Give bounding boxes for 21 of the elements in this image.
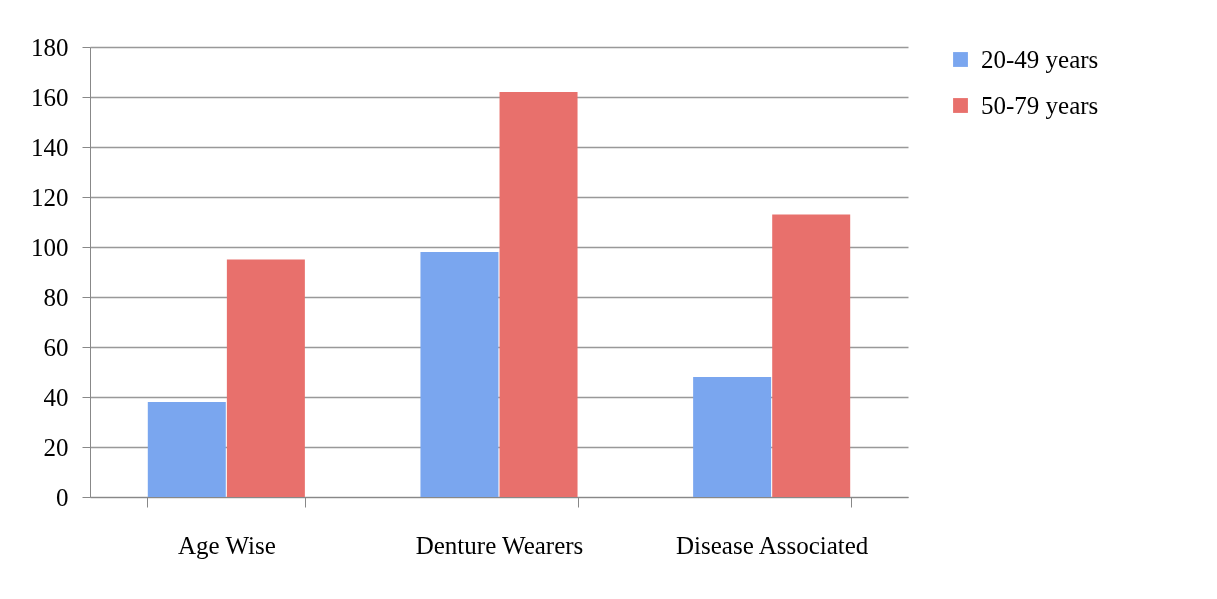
bar: [499, 92, 578, 497]
y-tick-label: 160: [31, 83, 69, 111]
legend-label: 20-49 years: [981, 45, 1099, 73]
y-tick-label: 140: [31, 133, 69, 161]
y-tick-label: 60: [43, 333, 69, 361]
legend-label: 50-79 years: [981, 91, 1099, 119]
y-tick-label: 0: [56, 483, 69, 511]
bar: [147, 402, 226, 497]
y-tick-label: 180: [31, 33, 69, 61]
bar: [772, 214, 851, 497]
bar: [420, 252, 499, 497]
bar: [693, 377, 772, 497]
x-tick-label: Age Wise: [177, 531, 276, 559]
bar: [226, 259, 305, 497]
x-tick-label: Denture Wearers: [415, 531, 584, 559]
x-tick-label: Disease Associated: [676, 531, 869, 559]
y-tick-label: 100: [31, 233, 69, 261]
y-tick-label: 80: [43, 283, 69, 311]
y-tick-label: 120: [31, 183, 69, 211]
y-tick-label: 40: [43, 383, 69, 411]
y-tick-label: 20: [43, 433, 69, 461]
